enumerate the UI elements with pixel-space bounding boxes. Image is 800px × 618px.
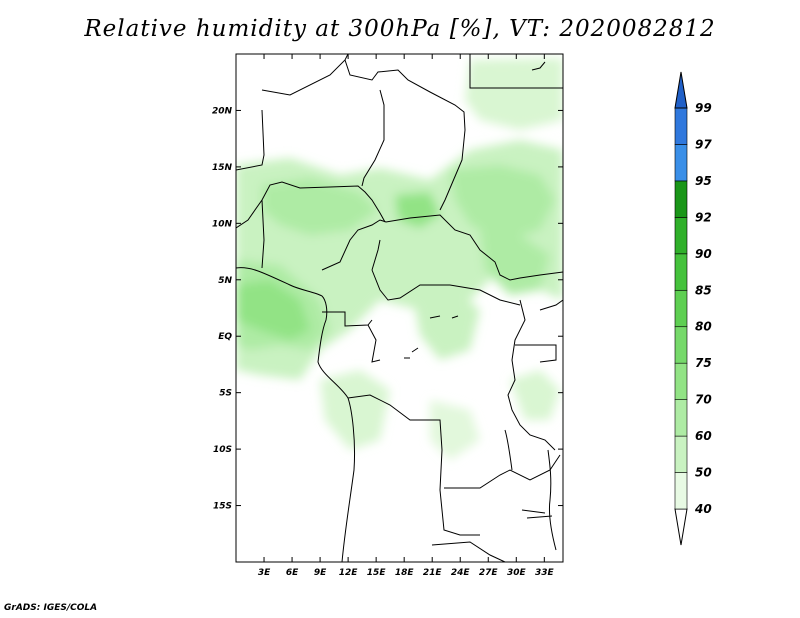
lon-tick-label: 9E	[314, 568, 327, 578]
colorbar-swatch	[674, 217, 688, 255]
colorbar-label: 50	[695, 466, 712, 480]
lon-tick-label: 15E	[367, 568, 387, 578]
latitude-axis: 20N 15N 10N 5N EQ 5S 10S 15S	[212, 106, 563, 512]
lon-tick-label: 27E	[479, 568, 499, 578]
colorbar-swatch	[674, 144, 688, 182]
colorbar-swatch	[674, 289, 688, 328]
lat-tick-label: 10N	[212, 219, 233, 229]
lon-tick-label: 21E	[423, 568, 443, 578]
colorbar-label: 97	[695, 137, 712, 151]
colorbar-label: 90	[695, 247, 712, 261]
colorbar-label: 99	[695, 101, 712, 115]
colorbar-label: 85	[695, 283, 712, 297]
colorbar-min-arrow	[674, 508, 688, 546]
lat-tick-label: 15S	[213, 502, 232, 512]
colorbar-swatch	[674, 326, 688, 364]
colorbar-label: 60	[695, 429, 712, 443]
longitude-axis: 3E 6E 9E 12E 15E 18E 21E 24E 27E 30E 33E	[258, 54, 555, 578]
colorbar-swatch	[674, 399, 688, 437]
lat-tick-label: 20N	[212, 106, 233, 116]
lon-tick-label: 33E	[535, 568, 555, 578]
lat-tick-label: 10S	[213, 445, 232, 455]
colorbar-swatch	[674, 435, 688, 473]
lon-tick-label: 12E	[339, 568, 359, 578]
colorbar-label: 70	[695, 393, 712, 407]
country-borders	[236, 54, 563, 562]
lon-tick-label: 3E	[258, 568, 271, 578]
lon-tick-label: 6E	[286, 568, 299, 578]
lat-tick-label: EQ	[218, 332, 232, 342]
colorbar: 40 50 60 70 75 80 85 90 92 95 97 99	[674, 71, 712, 546]
lon-tick-label: 18E	[395, 568, 415, 578]
colorbar-max-arrow	[674, 71, 688, 109]
lat-tick-label: 5S	[219, 389, 232, 399]
colorbar-label: 95	[695, 174, 712, 188]
colorbar-label: 92	[695, 210, 712, 224]
lat-tick-label: 5N	[218, 276, 232, 286]
chart-title: Relative humidity at 300hPa [%], VT: 202…	[84, 16, 716, 42]
humidity-field	[236, 58, 563, 460]
lon-tick-label: 24E	[451, 568, 471, 578]
colorbar-label: 40	[694, 502, 712, 516]
colorbar-swatch	[674, 362, 688, 400]
colorbar-label: 80	[695, 320, 712, 334]
grads-credit: GrADS: IGES/COLA	[4, 603, 98, 613]
colorbar-swatch	[674, 253, 688, 291]
map-frame	[235, 53, 564, 563]
colorbar-label: 75	[695, 356, 712, 370]
colorbar-swatch	[674, 107, 688, 145]
colorbar-swatch	[674, 472, 688, 510]
lat-tick-label: 15N	[212, 163, 233, 173]
colorbar-swatch	[674, 180, 688, 218]
lon-tick-label: 30E	[507, 568, 527, 578]
